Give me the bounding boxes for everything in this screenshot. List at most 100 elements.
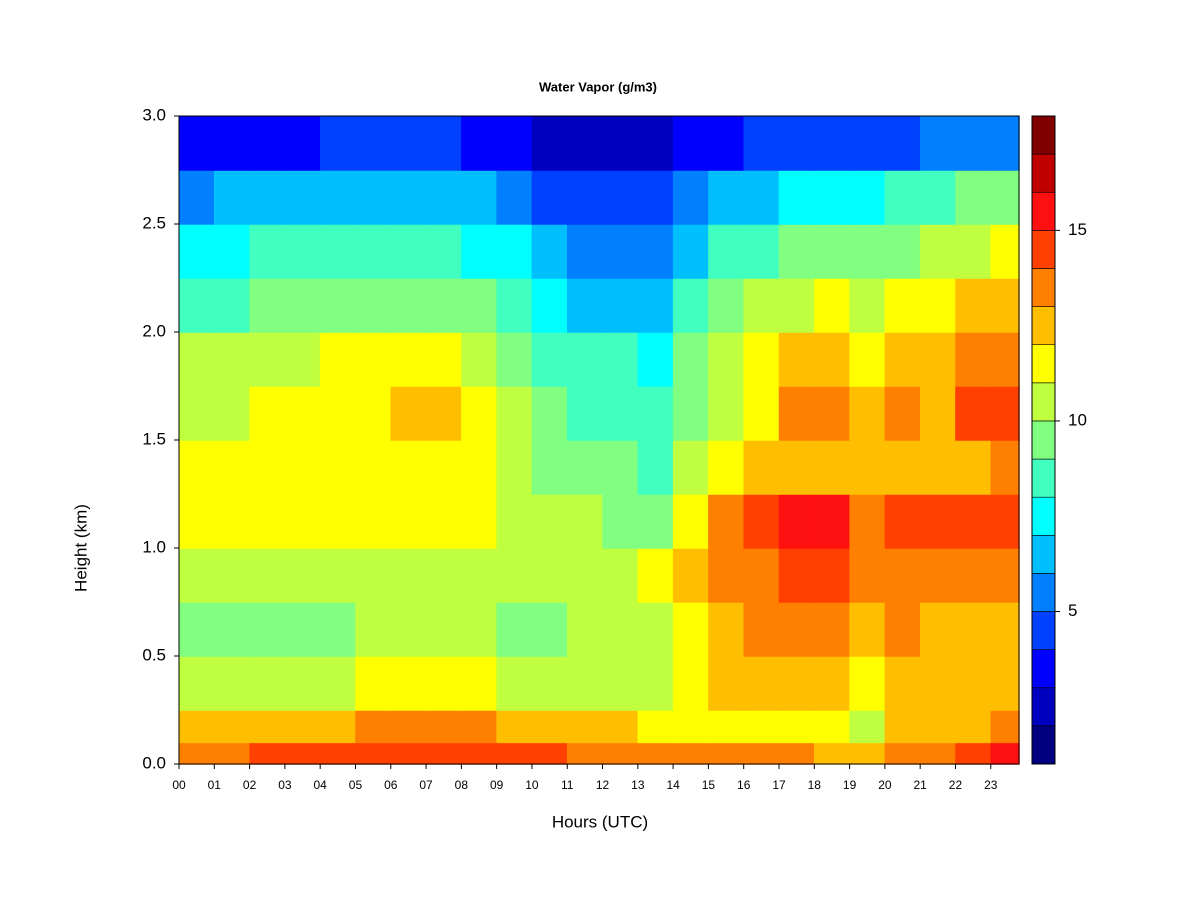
cell (496, 169, 533, 225)
cell (566, 331, 604, 387)
x-tick-label: 12 (596, 778, 610, 792)
cell (672, 439, 710, 495)
x-tick-label: 22 (949, 778, 963, 792)
colorbar-tick-label: 15 (1068, 220, 1087, 239)
cell (778, 277, 816, 333)
cell (955, 439, 992, 495)
cell (672, 547, 710, 603)
cell (602, 169, 639, 225)
cell (708, 655, 745, 711)
y-tick-label: 1.5 (142, 429, 166, 448)
cell (249, 223, 286, 279)
cell (708, 169, 745, 225)
cell (355, 169, 392, 225)
cell (884, 277, 921, 333)
cell (778, 601, 816, 657)
cell (566, 385, 604, 441)
cell (602, 655, 639, 711)
cell (849, 115, 886, 171)
cell (884, 655, 921, 711)
cell (390, 385, 427, 441)
cell (178, 439, 216, 495)
cell (355, 493, 392, 549)
cell (743, 115, 780, 171)
cell (249, 115, 286, 171)
cell (566, 277, 604, 333)
cell (566, 169, 604, 225)
cell (355, 601, 392, 657)
y-tick-label: 2.5 (142, 213, 166, 232)
cell (284, 331, 321, 387)
cell (390, 331, 427, 387)
cell (743, 655, 780, 711)
colorbar-band (1031, 382, 1056, 422)
cell (425, 331, 463, 387)
cell (461, 547, 498, 603)
cell (849, 742, 886, 765)
cell (461, 439, 498, 495)
cell (919, 331, 957, 387)
cell (814, 277, 851, 333)
colorbar-band (1031, 230, 1056, 269)
cell (849, 169, 886, 225)
cell (919, 493, 957, 549)
cell (531, 115, 568, 171)
cell (778, 115, 816, 171)
cell (461, 169, 498, 225)
x-tick-label: 01 (208, 778, 222, 792)
cell (319, 655, 357, 711)
cell (496, 547, 533, 603)
cell (178, 277, 216, 333)
cell (919, 277, 957, 333)
cell (708, 385, 745, 441)
cell (496, 742, 533, 765)
cell (884, 169, 921, 225)
x-tick-label: 00 (172, 778, 186, 792)
cell (355, 277, 392, 333)
cell (425, 169, 463, 225)
cell (178, 385, 216, 441)
cell (178, 223, 216, 279)
cell (672, 385, 710, 441)
cell (566, 742, 604, 765)
cell (672, 223, 710, 279)
cell (214, 547, 251, 603)
cell (284, 655, 321, 711)
cell (566, 655, 604, 711)
x-tick-label: 06 (384, 778, 398, 792)
cell (355, 547, 392, 603)
cell (743, 547, 780, 603)
cell (990, 709, 1020, 744)
cell (743, 169, 780, 225)
cell (637, 655, 674, 711)
cell (531, 709, 568, 744)
cell (496, 331, 533, 387)
cell (637, 493, 674, 549)
colorbar-band (1031, 534, 1056, 574)
cell (990, 331, 1020, 387)
cell (955, 547, 992, 603)
cell (214, 439, 251, 495)
cell (990, 655, 1020, 711)
cell (566, 547, 604, 603)
cell (284, 742, 321, 765)
cell (319, 601, 357, 657)
cell (531, 547, 568, 603)
cell (531, 385, 568, 441)
cell (284, 709, 321, 744)
cell (214, 115, 251, 171)
cell (919, 601, 957, 657)
x-tick-label: 16 (737, 778, 751, 792)
cell (249, 655, 286, 711)
cell (284, 223, 321, 279)
cell (319, 547, 357, 603)
cell (743, 493, 780, 549)
cell (214, 601, 251, 657)
cell (814, 223, 851, 279)
cell (672, 709, 710, 744)
cell (566, 709, 604, 744)
x-tick-label: 03 (278, 778, 292, 792)
cell (778, 493, 816, 549)
cell (849, 331, 886, 387)
cell (390, 115, 427, 171)
